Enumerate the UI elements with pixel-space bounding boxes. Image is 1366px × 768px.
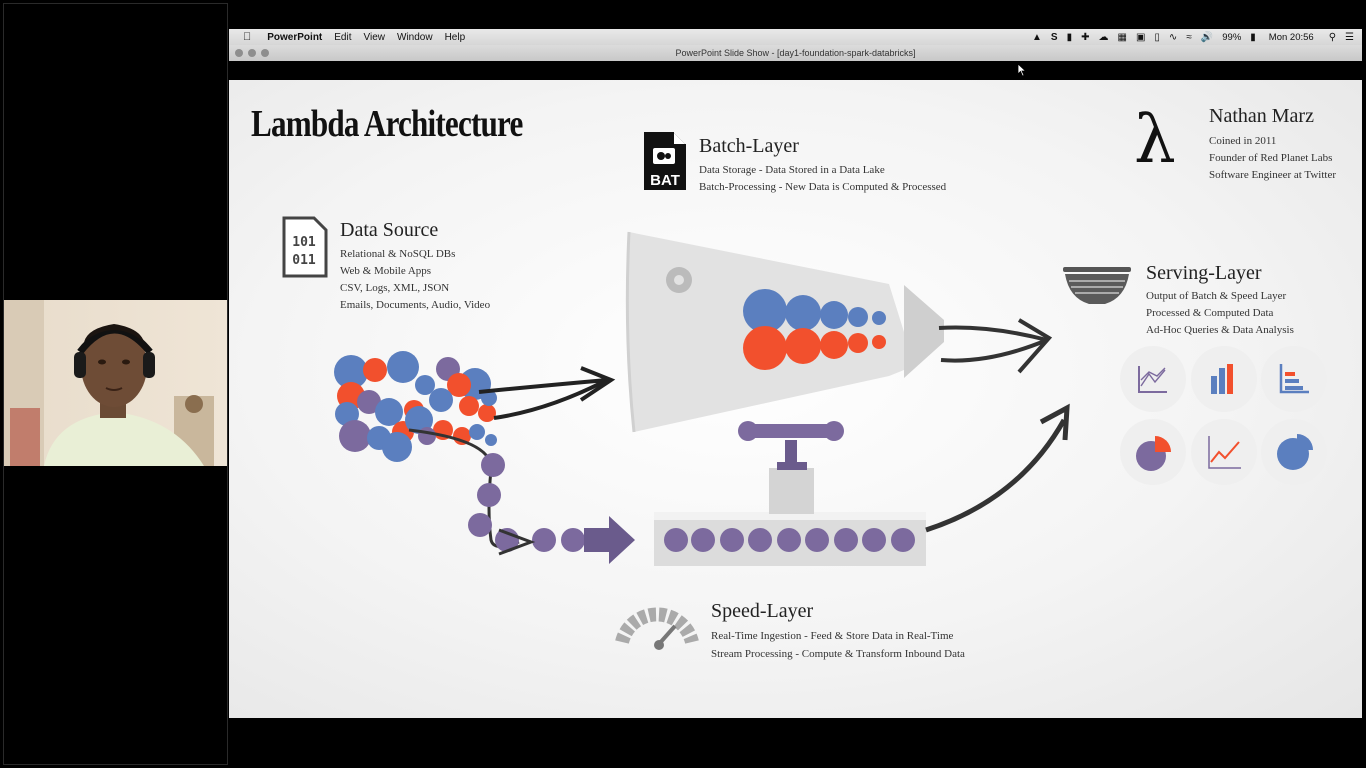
speed-line-1: Real-Time Ingestion - Feed & Store Data …	[711, 630, 954, 642]
binary-file-icon: 101 011	[281, 216, 329, 278]
apple-menu-icon[interactable]: 	[243, 31, 251, 43]
pie-slice-icon	[1261, 419, 1327, 485]
minimize-window-button[interactable]	[248, 49, 256, 57]
batch-funnel	[625, 231, 944, 433]
speed-to-serving-arrow	[925, 418, 1067, 533]
speed-line-2: Stream Processing - Compute & Transform …	[711, 648, 965, 660]
wifi-icon[interactable]: ≈	[1186, 31, 1192, 43]
battery-percent: 99%	[1222, 31, 1242, 43]
bat-icon-label: BAT	[650, 172, 680, 189]
battery-icon[interactable]: ▮	[1250, 31, 1256, 43]
cat-icon[interactable]: ▲	[1032, 31, 1042, 43]
batch-line-1: Data Storage - Data Stored in a Data Lak…	[699, 164, 885, 176]
batch-to-serving-arrow	[938, 325, 1048, 363]
menu-view[interactable]: View	[355, 31, 386, 43]
cloud-icon[interactable]: ☁	[1098, 31, 1109, 43]
skype-icon[interactable]: S	[1050, 31, 1058, 43]
speed-stream-bubbles	[468, 453, 585, 552]
zoom-window-button[interactable]	[261, 49, 269, 57]
display-icon[interactable]: ▣	[1135, 31, 1146, 43]
data-source-bubbles	[334, 351, 497, 462]
volume-icon[interactable]: 🔊	[1200, 31, 1214, 43]
airplay-icon[interactable]: ▯	[1154, 31, 1160, 43]
slideshow-letterbox-top	[229, 61, 1362, 80]
clock[interactable]: Mon 20:56	[1268, 31, 1314, 43]
speedometer-icon	[615, 607, 699, 650]
slideshow-letterbox-bottom	[229, 718, 1362, 738]
author-line-2: Founder of Red Planet Labs	[1209, 152, 1333, 164]
status-area: ▲ S ▮ ✚ ☁ ▦ ▣ ▯ ∿ ≈ 🔊 99% ▮ Mon 20:56 ⚲ …	[1032, 29, 1354, 45]
slide-title: Lambda Architecture	[251, 103, 523, 145]
menu-help[interactable]: Help	[436, 31, 466, 43]
close-window-button[interactable]	[235, 49, 243, 57]
line-chart-icon	[1120, 346, 1186, 412]
serving-line-2: Processed & Computed Data	[1146, 307, 1274, 319]
mac-menubar:  PowerPoint Edit View Window Help ▲ S ▮…	[229, 29, 1362, 45]
serving-line-1: Output of Batch & Speed Layer	[1146, 290, 1287, 302]
data-source-line-1: Relational & NoSQL DBs	[340, 248, 456, 260]
menu-edit[interactable]: Edit	[326, 31, 351, 43]
notification-center-icon[interactable]: ☰	[1345, 31, 1354, 43]
bar-chart-icon	[1191, 346, 1257, 412]
speed-layer-heading: Speed-Layer	[711, 600, 814, 622]
serving-line-3: Ad-Hoc Queries & Data Analysis	[1146, 324, 1294, 336]
source-to-batch-arrow	[478, 378, 608, 420]
menu-window[interactable]: Window	[388, 31, 433, 43]
serving-layer-heading: Serving-Layer	[1146, 262, 1262, 284]
binary-icon-line-1: 101	[292, 235, 316, 250]
batch-line-2: Batch-Processing - New Data is Computed …	[699, 181, 947, 193]
serving-icons-grid	[1120, 346, 1327, 485]
data-source-line-4: Emails, Documents, Audio, Video	[340, 299, 491, 311]
author-line-1: Coined in 2011	[1209, 135, 1277, 147]
lambda-diagram	[334, 231, 1070, 650]
toggle-icon[interactable]: ▮	[1066, 31, 1073, 43]
batch-layer-heading: Batch-Layer	[699, 135, 799, 157]
webcam-video	[4, 300, 227, 466]
data-source-line-2: Web & Mobile Apps	[340, 265, 432, 277]
data-source-line-3: CSV, Logs, XML, JSON	[340, 282, 450, 294]
trend-chart-icon	[1191, 419, 1257, 485]
bluetooth-icon[interactable]: ∿	[1168, 31, 1178, 43]
mouse-cursor-icon	[1017, 63, 1027, 77]
sorted-bars-icon	[1261, 346, 1327, 412]
plus-icon[interactable]: ✚	[1081, 31, 1090, 43]
window-titlebar: PowerPoint Slide Show - [day1-foundation…	[229, 45, 1362, 61]
menu-app-powerpoint[interactable]: PowerPoint	[259, 31, 322, 43]
binary-icon-line-2: 011	[292, 253, 316, 268]
author-line-3: Software Engineer at Twitter	[1209, 169, 1337, 181]
bat-file-icon: BAT	[641, 130, 689, 192]
speed-input-arrow	[584, 516, 635, 564]
data-source-heading: Data Source	[340, 219, 439, 241]
slide-canvas[interactable]: Lambda Architecture BAT Batch-Layer Data…	[229, 80, 1362, 718]
lambda-symbol: λ	[1134, 101, 1176, 178]
speed-pipe	[654, 421, 926, 566]
spotlight-search-icon[interactable]: ⚲	[1328, 31, 1337, 43]
tiles-icon[interactable]: ▦	[1117, 31, 1127, 43]
window-title: PowerPoint Slide Show - [day1-foundation…	[675, 48, 916, 58]
author-name: Nathan Marz	[1209, 105, 1314, 127]
bowl-icon	[1061, 264, 1133, 306]
pie-chart-icon	[1120, 419, 1186, 485]
